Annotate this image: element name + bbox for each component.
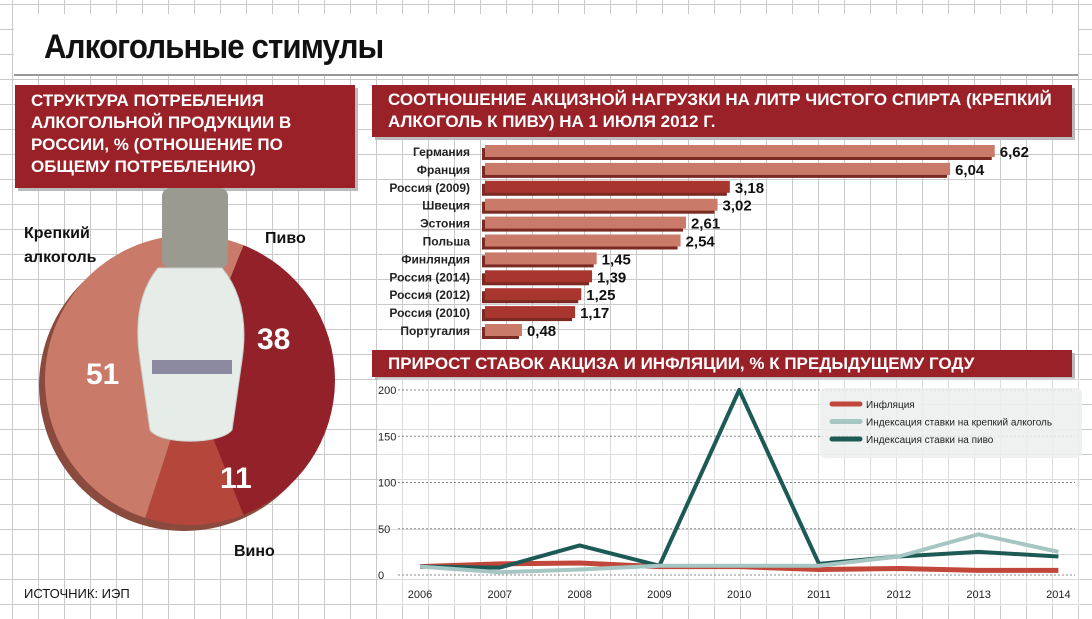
bar-value-label: 2,61: [691, 216, 720, 233]
x-tick-label: 2008: [567, 589, 591, 601]
pie-value-wine: 11: [220, 462, 252, 495]
y-tick-label: 200: [378, 385, 396, 397]
bar-value-label: 1,17: [580, 305, 609, 322]
bar: [485, 252, 597, 265]
pie-label-beer: Пиво: [265, 230, 306, 247]
bar: [485, 198, 718, 211]
x-tick-label: 2013: [966, 589, 990, 601]
bar-category-label: Россия (2009): [389, 181, 470, 195]
bar-value-label: 1,45: [602, 251, 631, 268]
pie-chart-title: СТРУКТУРА ПОТРЕБЛЕНИЯ АЛКОГОЛЬНОЙ ПРОДУК…: [15, 85, 355, 188]
x-tick-label: 2009: [647, 589, 671, 601]
bar-value-label: 6,62: [1000, 144, 1029, 161]
bar-category-label: Эстония: [420, 217, 470, 231]
legend-box: [820, 388, 1082, 458]
bar: [485, 180, 730, 193]
bar-value-label: 1,39: [597, 269, 626, 286]
x-tick-label: 2007: [488, 589, 512, 601]
line-chart-title: ПРИРОСТ СТАВОК АКЦИЗА И ИНФЛЯЦИИ, % К ПР…: [372, 350, 1072, 377]
bar-value-label: 1,25: [586, 287, 615, 304]
bottle-label-icon: [152, 360, 232, 374]
bar-value-label: 3,02: [723, 198, 752, 215]
bar: [485, 145, 995, 157]
bar: [485, 234, 681, 247]
bar-value-label: 0,48: [527, 323, 556, 340]
x-tick-label: 2012: [887, 589, 911, 601]
bar-value-label: 2,54: [686, 234, 716, 251]
bar-chart-title: СООТНОШЕНИЕ АКЦИЗНОЙ НАГРУЗКИ НА ЛИТР ЧИ…: [372, 85, 1072, 137]
x-tick-label: 2011: [807, 589, 831, 601]
pie-slice: [145, 421, 244, 525]
title-bar: Алкогольные стимулы: [14, 14, 1078, 76]
legend-label: Индексация ставки на пиво: [866, 435, 994, 446]
pie-label-wine: Вино: [234, 543, 275, 560]
bar-value-label: 3,18: [735, 180, 764, 197]
pie-label-strong: Крепкий алкоголь: [24, 225, 97, 266]
pie-value-beer: 38: [257, 323, 291, 356]
pie-value-strong: 51: [86, 358, 120, 391]
bar-value-label: 6,04: [955, 162, 985, 179]
x-tick-label: 2006: [408, 589, 432, 601]
bar-category-label: Франция: [417, 163, 470, 177]
bar-category-label: Португалия: [400, 324, 470, 338]
bar-category-label: Россия (2010): [389, 306, 470, 320]
bar: [485, 306, 576, 319]
bar-category-label: Германия: [413, 145, 470, 159]
y-tick-label: 100: [378, 478, 396, 490]
bar-category-label: Россия (2014): [389, 270, 470, 284]
bar: [485, 162, 951, 175]
series-line: [419, 388, 1059, 570]
bar-category-label: Швеция: [422, 199, 470, 213]
bar-category-label: Россия (2012): [389, 288, 470, 302]
x-tick-label: 2014: [1046, 589, 1070, 601]
page-title: Алкогольные стимулы: [44, 28, 384, 66]
bar-category-label: Польша: [423, 235, 471, 249]
x-tick-label: 2010: [727, 589, 751, 601]
bar: [485, 324, 522, 336]
bottle-icon: [137, 267, 245, 442]
bar: [485, 216, 686, 229]
source-note: ИСТОЧНИК: ИЭП: [24, 586, 130, 601]
y-tick-label: 50: [378, 524, 390, 536]
y-tick-label: 0: [378, 570, 384, 582]
bottle-cap-icon: [162, 188, 228, 268]
bar: [485, 288, 582, 301]
y-tick-label: 150: [378, 431, 396, 443]
bar: [485, 270, 593, 283]
series-line: [419, 532, 1059, 575]
bar-category-label: Финляндия: [401, 252, 470, 266]
legend-label: Инфляция: [866, 399, 915, 411]
legend-label: Индексация ставки на крепкий алкоголь: [866, 418, 1052, 429]
